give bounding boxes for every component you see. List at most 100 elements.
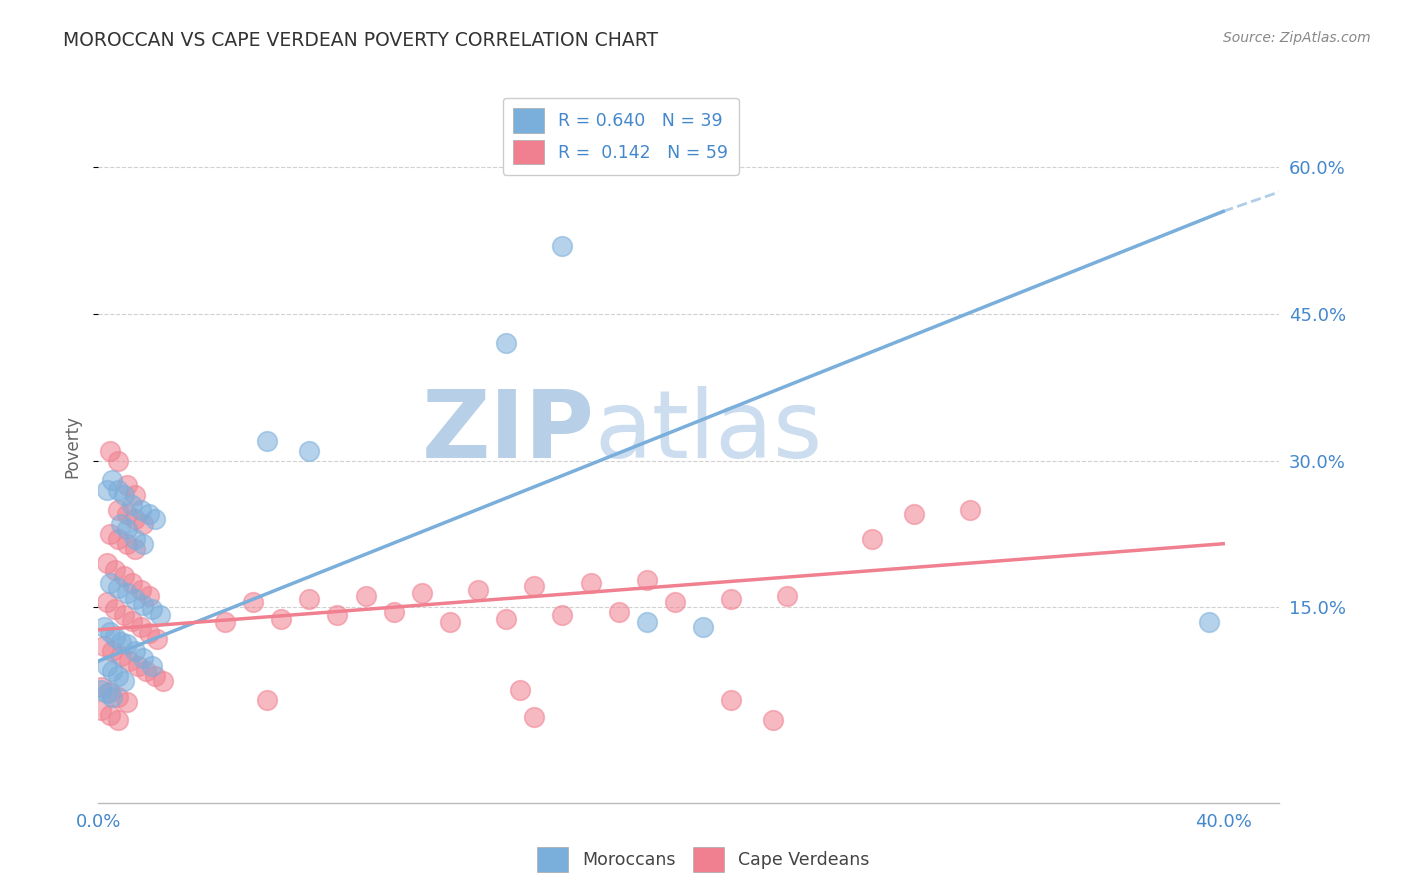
Point bbox=[124, 592, 146, 607]
Point bbox=[636, 573, 658, 587]
Point bbox=[242, 595, 264, 609]
Point bbox=[720, 693, 742, 707]
Point bbox=[115, 478, 138, 492]
Point bbox=[124, 644, 146, 658]
Point bbox=[326, 608, 349, 623]
Point bbox=[467, 582, 489, 597]
Point bbox=[107, 669, 129, 683]
Point bbox=[115, 537, 138, 551]
Point bbox=[112, 488, 135, 502]
Point bbox=[129, 502, 152, 516]
Point bbox=[110, 517, 132, 532]
Point bbox=[101, 690, 124, 705]
Point bbox=[959, 502, 981, 516]
Legend: Moroccans, Cape Verdeans: Moroccans, Cape Verdeans bbox=[530, 840, 876, 879]
Point bbox=[96, 595, 118, 609]
Point bbox=[104, 602, 127, 616]
Point bbox=[107, 581, 129, 595]
Point bbox=[96, 659, 118, 673]
Point bbox=[129, 620, 152, 634]
Legend: R = 0.640   N = 39, R =  0.142   N = 59: R = 0.640 N = 39, R = 0.142 N = 59 bbox=[503, 98, 738, 175]
Point bbox=[93, 640, 115, 654]
Point bbox=[107, 483, 129, 497]
Point bbox=[138, 589, 160, 603]
Point bbox=[551, 608, 574, 623]
Point bbox=[112, 608, 135, 623]
Point bbox=[495, 612, 517, 626]
Point bbox=[762, 713, 785, 727]
Point bbox=[860, 532, 883, 546]
Point bbox=[132, 517, 155, 532]
Point bbox=[138, 625, 160, 640]
Point bbox=[143, 669, 166, 683]
Point bbox=[214, 615, 236, 629]
Point bbox=[124, 488, 146, 502]
Point bbox=[107, 532, 129, 546]
Point bbox=[124, 512, 146, 526]
Point bbox=[124, 532, 146, 546]
Point bbox=[129, 582, 152, 597]
Point bbox=[90, 681, 112, 695]
Point bbox=[132, 537, 155, 551]
Point bbox=[298, 443, 321, 458]
Point bbox=[98, 624, 121, 639]
Point bbox=[121, 614, 143, 628]
Point bbox=[135, 664, 157, 678]
Point bbox=[121, 575, 143, 590]
Point bbox=[776, 589, 799, 603]
Point bbox=[90, 703, 112, 717]
Point bbox=[551, 238, 574, 252]
Point bbox=[107, 502, 129, 516]
Point bbox=[115, 508, 138, 522]
Point bbox=[720, 592, 742, 607]
Point bbox=[382, 605, 405, 619]
Point bbox=[96, 557, 118, 571]
Point bbox=[115, 695, 138, 709]
Point bbox=[256, 693, 278, 707]
Point bbox=[146, 632, 169, 646]
Point bbox=[298, 592, 321, 607]
Point bbox=[98, 707, 121, 722]
Point bbox=[121, 498, 143, 512]
Text: atlas: atlas bbox=[595, 385, 823, 478]
Point bbox=[101, 664, 124, 678]
Point bbox=[636, 615, 658, 629]
Text: Source: ZipAtlas.com: Source: ZipAtlas.com bbox=[1223, 31, 1371, 45]
Point bbox=[439, 615, 461, 629]
Point bbox=[101, 644, 124, 658]
Point bbox=[141, 602, 163, 616]
Point bbox=[692, 620, 714, 634]
Point bbox=[509, 683, 531, 698]
Point bbox=[411, 585, 433, 599]
Point bbox=[152, 673, 174, 688]
Point bbox=[149, 608, 172, 623]
Point bbox=[143, 512, 166, 526]
Point bbox=[523, 710, 546, 724]
Point bbox=[98, 527, 121, 541]
Point bbox=[132, 651, 155, 665]
Text: MOROCCAN VS CAPE VERDEAN POVERTY CORRELATION CHART: MOROCCAN VS CAPE VERDEAN POVERTY CORRELA… bbox=[63, 31, 658, 50]
Point bbox=[112, 569, 135, 583]
Point bbox=[98, 443, 121, 458]
Point bbox=[127, 659, 149, 673]
Point bbox=[115, 522, 138, 536]
Point bbox=[96, 686, 118, 700]
Point bbox=[141, 659, 163, 673]
Point bbox=[107, 713, 129, 727]
Point bbox=[138, 508, 160, 522]
Point bbox=[256, 434, 278, 449]
Point bbox=[124, 541, 146, 556]
Point bbox=[579, 575, 602, 590]
Point bbox=[90, 683, 112, 698]
Point bbox=[101, 473, 124, 487]
Point bbox=[354, 589, 377, 603]
Y-axis label: Poverty: Poverty bbox=[63, 415, 82, 477]
Point bbox=[118, 654, 141, 668]
Point bbox=[107, 453, 129, 467]
Point bbox=[495, 336, 517, 351]
Point bbox=[115, 585, 138, 599]
Point bbox=[1198, 615, 1220, 629]
Point bbox=[96, 483, 118, 497]
Text: ZIP: ZIP bbox=[422, 385, 595, 478]
Point bbox=[93, 620, 115, 634]
